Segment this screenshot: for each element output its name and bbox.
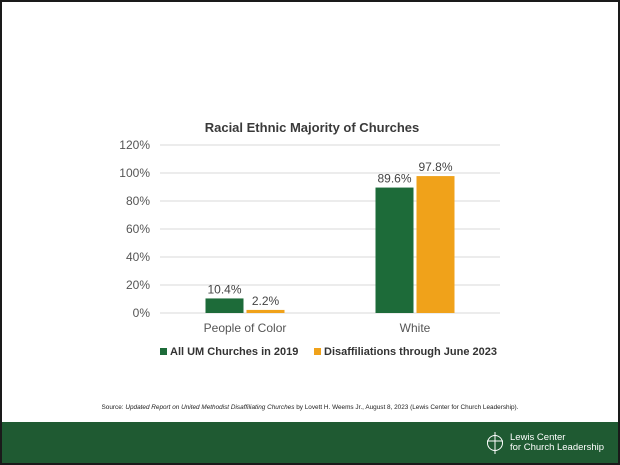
y-tick-label: 100% [119,166,150,180]
y-tick-label: 60% [126,222,150,236]
data-label: 97.8% [418,160,452,174]
logo-text-line2: for Church Leadership [510,442,604,453]
legend-label-2019: All UM Churches in 2019 [170,346,298,358]
cross-circle-icon [487,432,503,454]
y-tick-label: 20% [126,278,150,292]
legend-swatch-2019 [160,348,167,355]
y-tick-label: 40% [126,250,150,264]
category-label: White [400,321,431,335]
gridlines: 0% 20% 40% 60% 80% 100% 120% [119,138,500,320]
source-report-title: Updated Report on United Methodist Disaf… [125,404,295,411]
bar [375,187,414,313]
legend-label-2023: Disaffiliations through June 2023 [324,346,497,358]
footer-bar: Lewis Center for Church Leadership [2,422,618,463]
source-citation: Source: Updated Report on United Methodi… [2,404,618,411]
y-tick-label: 120% [119,138,150,152]
legend: All UM Churches in 2019 Disaffiliations … [160,346,497,358]
source-details: by Lovett H. Weems Jr., August 8, 2023 (… [294,404,519,411]
category-label: People of Color [204,321,287,335]
source-prefix: Source: [101,404,126,411]
bars: 10.4% 2.2% People of Color 89.6% 97.8% White [204,160,455,335]
bar [205,298,244,313]
bar [246,309,285,313]
data-label: 2.2% [252,294,280,308]
data-label: 10.4% [207,282,241,296]
bar [416,176,455,313]
lewis-center-logo: Lewis Center for Church Leadership [485,428,604,458]
legend-swatch-2023 [314,348,321,355]
logo-text-line1: Lewis Center [510,432,566,443]
y-tick-label: 80% [126,194,150,208]
chart-title: Racial Ethnic Majority of Churches [205,120,420,135]
y-tick-label: 0% [133,306,151,320]
bar-chart: Racial Ethnic Majority of Churches 0% 20%… [119,120,500,358]
data-label: 89.6% [377,172,411,186]
